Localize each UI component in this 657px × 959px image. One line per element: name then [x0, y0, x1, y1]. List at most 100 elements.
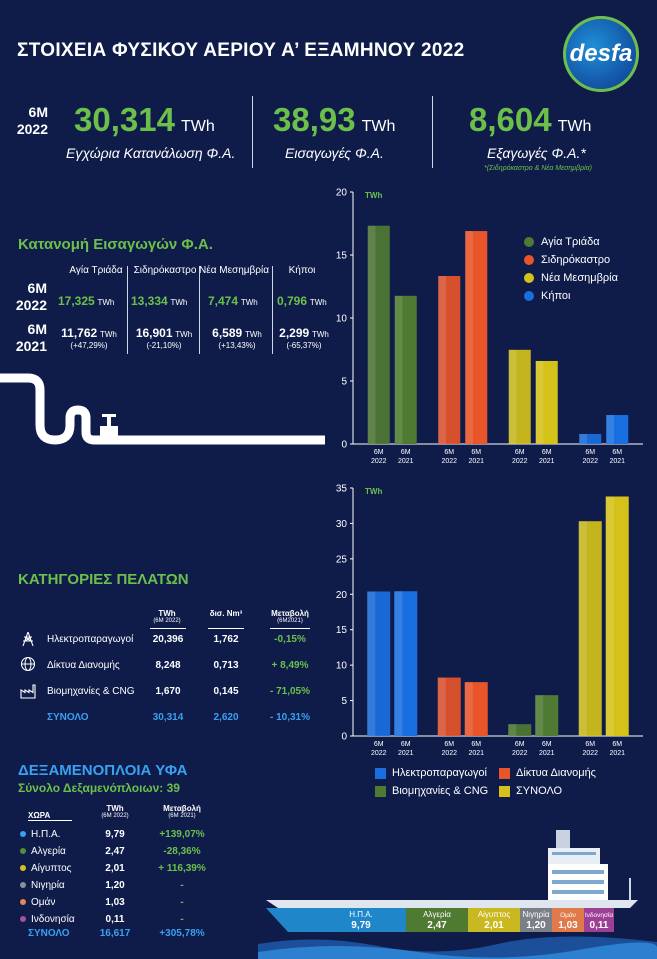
x-tick-label: 2022 [582, 750, 598, 757]
kpi-imports-value: 38,93 TWh [273, 101, 396, 138]
customers-total-twh: 30,314 [152, 712, 184, 723]
bar-highlight [437, 677, 446, 736]
customer-row-change: + 8,49% [271, 660, 309, 671]
kpi-period-line1: 6M [28, 104, 48, 120]
x-tick-label: 6M [401, 449, 411, 456]
x-tick-label: 6M [612, 741, 622, 748]
ship-segment [584, 908, 614, 932]
legend-item: Σιδηρόκαστρο [524, 254, 618, 266]
imports-col-header: Αγία Τριάδα [69, 265, 123, 276]
x-tick-label: 6M [515, 741, 525, 748]
lng-country-name: Η.Π.Α. [31, 829, 61, 840]
country-color-dot [20, 865, 26, 871]
legend-item: Βιομηχανίες & CNG [375, 785, 488, 797]
lng-subtitle: Σύνολο Δεξαμενόπλοιων: 39 [18, 781, 180, 795]
customer-row-name: Δίκτυα Διανομής [47, 660, 120, 671]
imports-cell: 0,796 TWh [277, 294, 327, 308]
lng-country-name: Αίγυπτος [31, 863, 72, 874]
x-tick-label: 6M [471, 449, 481, 456]
customers-bar-chart: 0 5 10 15 20 25 30 35 TWh 6M 2022 6M 2021 6M 2022 6M 202… [336, 484, 643, 757]
x-tick-label: 6M [515, 449, 525, 456]
ship-segment-value: 2,01 [484, 920, 504, 931]
x-tick-label: 2021 [468, 750, 484, 757]
lng-title: ΔΕΞΑΜΕΝΟΠΛΟΙΑ ΥΦΑ [18, 762, 188, 779]
ship-segment [316, 908, 406, 932]
lng-twh: 9,79 [105, 829, 125, 840]
bar [605, 496, 629, 736]
bar-highlight [578, 521, 587, 736]
ship-segment-value: 2,47 [427, 920, 447, 931]
imports-col-separator [127, 266, 128, 354]
kpi-period-line2: 2022 [16, 121, 48, 137]
imports-bar-chart: 0 5 10 15 20 TWh 6M 2022 6M 2021 6M 2022 6M 2021 6M 202… [336, 188, 643, 465]
x-tick-label: 6M [585, 449, 595, 456]
legend-swatch [375, 767, 386, 779]
imports-cell: 2,299 TWh (-65,37%) [279, 326, 329, 350]
bar [394, 591, 418, 736]
x-tick-label: 2021 [539, 750, 555, 757]
lng-country: Η.Π.Α. [20, 829, 60, 840]
lng-country: Ινδονησία [20, 914, 75, 925]
bar-highlight [367, 591, 376, 736]
lng-twh: 0,11 [105, 914, 125, 925]
ship-segment-label: Αίγυπτος [478, 910, 511, 919]
x-tick-label: 6M [374, 449, 384, 456]
x-tick-label: 2021 [398, 750, 414, 757]
lng-col-header: Μεταβολή (6M 2021) [163, 804, 201, 819]
y-tick-label: 5 [341, 696, 347, 707]
bar [367, 225, 390, 444]
y-tick-label: 25 [336, 554, 348, 565]
bar-highlight [394, 591, 403, 736]
lng-twh: 2,01 [105, 863, 125, 874]
lng-country: Αίγυπτος [20, 863, 71, 874]
legend-swatch [524, 273, 534, 283]
lng-col-header: ΧΩΡΑ [28, 811, 72, 821]
ship-segment-label: Η.Π.Α. [349, 910, 373, 919]
bar-highlight [464, 682, 473, 736]
bar-highlight [606, 415, 614, 444]
x-tick-label: 6M [542, 449, 552, 456]
logo-text: desfa [569, 40, 633, 67]
x-tick-label: 6M [542, 741, 552, 748]
imports-cell: 13,334 TWh [131, 294, 188, 308]
bar [438, 275, 461, 444]
ship-bow [266, 908, 316, 932]
chart1-legend: Αγία Τριάδα Σιδηρόκαστρο Νέα Μεσημβρία Κ… [524, 236, 618, 302]
customers-total-name: ΣΥΝΟΛΟ [47, 712, 89, 723]
lng-change: - [180, 880, 184, 891]
bar-highlight [579, 433, 587, 444]
ship-segment [468, 908, 520, 932]
lng-total-twh: 16,617 [99, 928, 131, 939]
lng-twh: 2,47 [105, 846, 125, 857]
y-tick-label: 20 [336, 590, 348, 601]
customer-row-change: - 71,05% [269, 686, 311, 697]
country-color-dot [20, 899, 26, 905]
x-tick-label: 2021 [609, 458, 625, 465]
bar-highlight [508, 724, 517, 736]
header-underline [270, 628, 310, 629]
imports-col-separator [199, 266, 200, 354]
bar [606, 415, 629, 444]
customers-total-change: - 10,31% [269, 712, 311, 723]
x-tick-label: 2022 [441, 750, 457, 757]
x-tick-label: 2021 [398, 458, 414, 465]
kpi-period: 6M 2022 [8, 104, 48, 138]
lng-twh: 1,20 [105, 880, 125, 891]
lng-col-header: TWh (6M 2022) [101, 804, 129, 819]
kpi-exports-note: *(Σιδηρόκαστρο & Νέα Μεσημβρία) [484, 165, 592, 172]
x-tick-label: 2022 [371, 750, 387, 757]
bar-highlight [535, 695, 544, 736]
ship-segment [520, 908, 552, 932]
bar-highlight [438, 275, 446, 444]
y-tick-label: 10 [336, 314, 348, 325]
y-tick-label: 0 [341, 440, 347, 451]
header-underline [208, 628, 244, 629]
unit-label: TWh [365, 487, 382, 496]
imports-cell: 6,589 TWh (+13,43%) [212, 326, 262, 350]
x-tick-label: 6M [585, 741, 595, 748]
legend-item: Δίκτυα Διανομής [499, 767, 596, 779]
imports-col-separator [272, 266, 273, 354]
customers-total-nm3: 2,620 [213, 712, 239, 723]
x-tick-label: 2021 [539, 458, 555, 465]
